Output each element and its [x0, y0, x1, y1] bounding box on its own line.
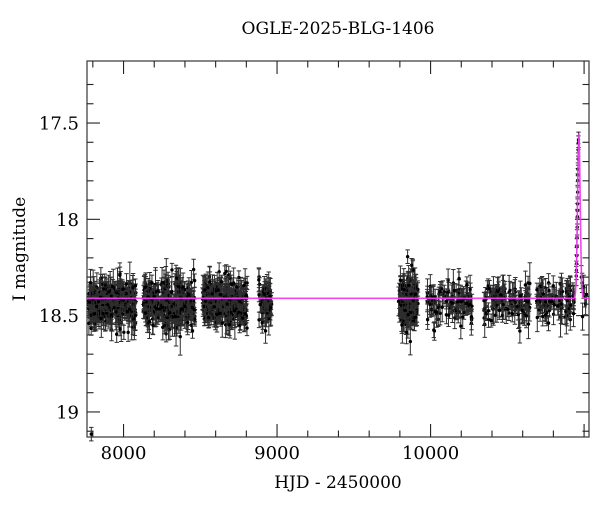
y-tick-label: 19	[56, 402, 79, 423]
axis-ticks	[87, 61, 589, 437]
x-tick-label: 8000	[101, 443, 147, 464]
x-tick-label: 10000	[402, 443, 459, 464]
y-tick-label: 18	[56, 210, 79, 231]
plot-axes	[86, 60, 590, 438]
data-points	[86, 131, 589, 442]
x-axis-label: HJD - 2450000	[274, 473, 402, 493]
tick-labels: 8000 9000 10000 17.5 18 18.5 19	[39, 114, 459, 464]
y-tick-label: 17.5	[39, 114, 79, 135]
y-tick-label: 18.5	[39, 306, 79, 327]
chart-title: OGLE-2025-BLG-1406	[241, 19, 435, 39]
plot-frame	[86, 60, 590, 438]
model-curve	[87, 133, 589, 300]
x-tick-label: 9000	[254, 443, 300, 464]
